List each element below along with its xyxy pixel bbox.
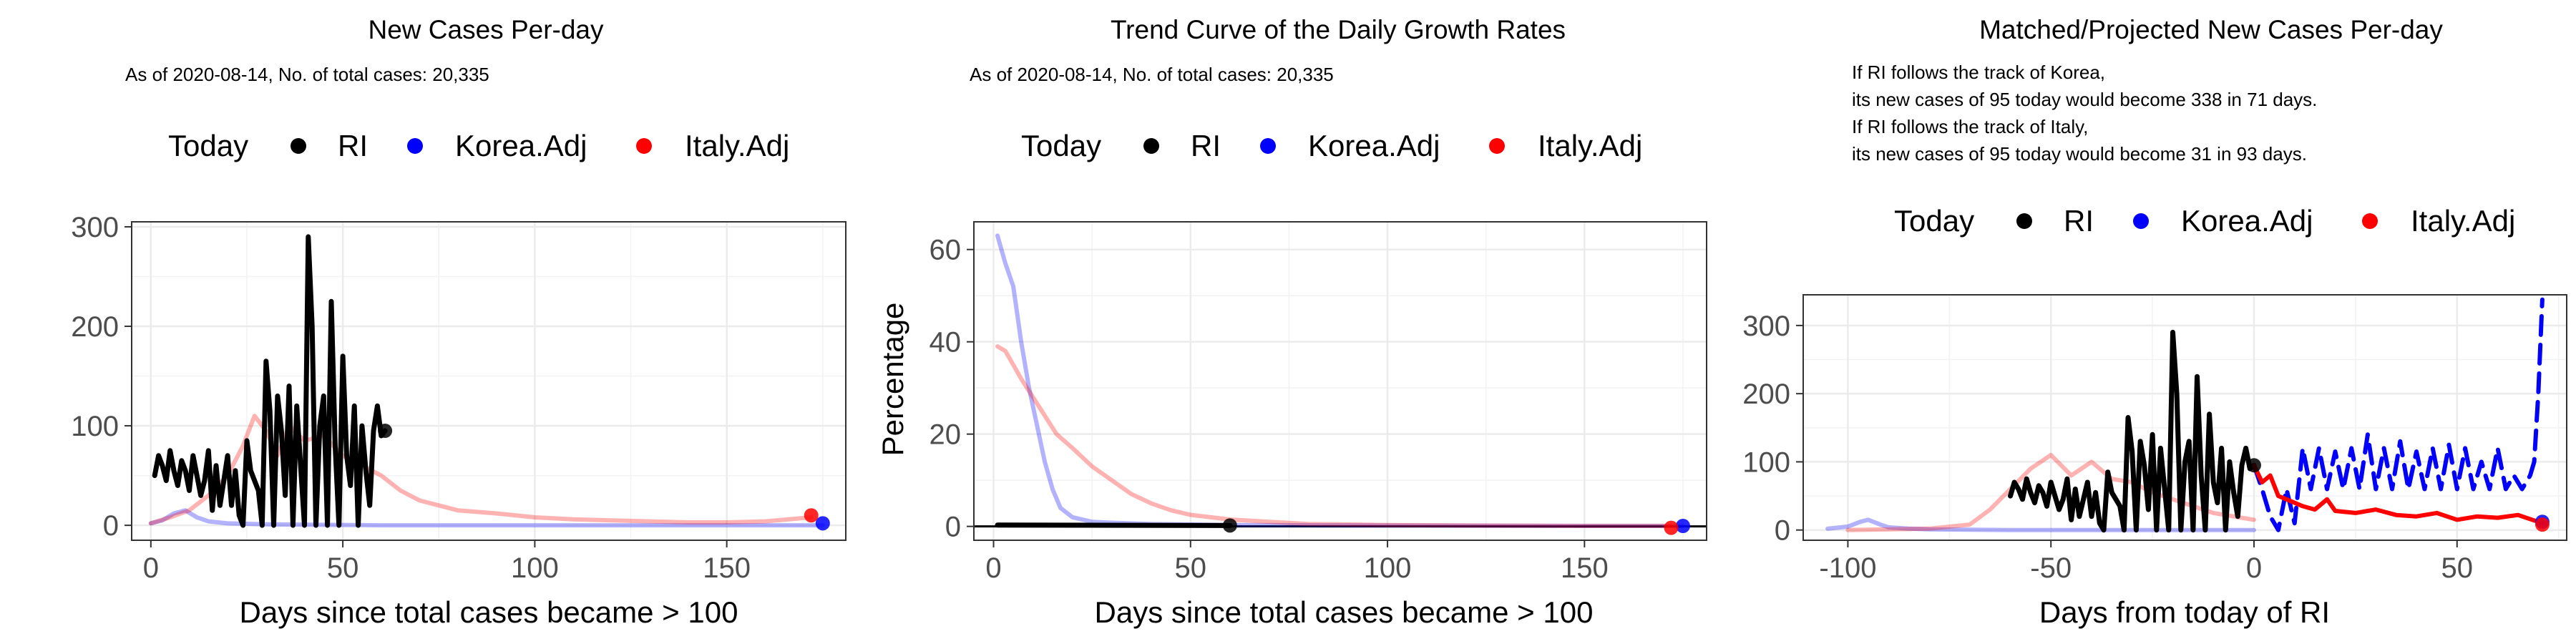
series-line-korea-adj-matched (1825, 517, 2256, 532)
y-tick-label: 60 (930, 235, 962, 266)
panel-3-subtitle-line-3: If RI follows the track of Italy, (1852, 116, 2088, 137)
today-point-korea-adj (1675, 519, 1690, 534)
panel-2-y-axis-title: Percentage (876, 303, 909, 457)
panel-1-title: New Cases Per-day (368, 15, 604, 44)
x-tick-label: 150 (1561, 552, 1609, 584)
y-tick-label: 300 (1742, 311, 1790, 342)
panel-growth-rates: Trend Curve of the Daily Growth Rates As… (876, 15, 1707, 629)
panel-3-x-axis-title: Days from today of RI (2039, 595, 2330, 629)
series-line-ri (2008, 329, 2257, 533)
series-line-italy-adj (995, 344, 1674, 528)
today-point-italy-adj (2534, 517, 2550, 532)
series-line-korea-adj (148, 508, 825, 528)
panel-2-tick-labels: 0 50 100 150 0 20 40 60 (930, 235, 1609, 584)
legend-label-italy: Italy.Adj (685, 129, 789, 162)
legend-title: Today (1021, 129, 1101, 162)
series-line-italy-adj-matched (1845, 452, 2256, 532)
panel-2-subtitle: As of 2020-08-14, No. of total cases: 20… (970, 64, 1334, 85)
panel-1-legend: Today RI Korea.Adj Italy.Adj (168, 129, 789, 162)
x-tick-label: 50 (2441, 552, 2474, 584)
legend-title: Today (168, 129, 248, 162)
legend-key-ri (291, 138, 306, 154)
x-tick-label: 50 (1175, 552, 1207, 584)
y-tick-label: 100 (71, 411, 119, 442)
panel-1-plot-area (148, 234, 830, 531)
panel-2-border (973, 221, 1707, 541)
series-line-korea-adj (995, 233, 1685, 528)
panel-3-plot-area (1825, 297, 2550, 533)
panel-1-grid (132, 222, 846, 540)
panel-new-cases: New Cases Per-day As of 2020-08-14, No. … (71, 15, 847, 629)
panel-3-border (1802, 294, 2567, 541)
legend-key-ri (1143, 138, 1159, 154)
panel-background (974, 222, 1707, 540)
panel-2-x-axis-title: Days since total cases became > 100 (1095, 595, 1594, 629)
legend-label-ri: RI (1191, 129, 1221, 162)
y-tick-label: 200 (71, 311, 119, 343)
legend-key-ri (2016, 213, 2032, 229)
y-tick-label: 0 (945, 512, 961, 543)
today-point-ri (378, 424, 393, 439)
panel-2-legend: Today RI Korea.Adj Italy.Adj (1021, 129, 1642, 162)
legend-label-italy: Italy.Adj (1538, 129, 1642, 162)
panel-1-x-axis-title: Days since total cases became > 100 (240, 595, 738, 629)
legend-label-korea: Korea.Adj (2181, 204, 2313, 238)
series-line-ri (152, 234, 388, 528)
series-line-italy-adj-projected (2252, 463, 2545, 526)
legend-key-italy (1489, 138, 1505, 154)
x-tick-label: -100 (1819, 552, 1876, 584)
legend-key-korea (2133, 213, 2149, 229)
series-line-ri (995, 522, 1233, 528)
today-point-italy-adj (1664, 520, 1679, 535)
panel-3-legend: Today RI Korea.Adj Italy.Adj (1894, 204, 2515, 238)
legend-label-ri: RI (2064, 204, 2094, 238)
y-tick-label: 40 (930, 327, 962, 358)
panel-1-subtitle: As of 2020-08-14, No. of total cases: 20… (125, 64, 489, 85)
x-tick-label: -50 (2030, 552, 2072, 584)
legend-title: Today (1894, 204, 1974, 238)
panel-2-grid (974, 222, 1707, 540)
x-tick-label: 0 (985, 552, 1001, 584)
panel-1-border (131, 221, 847, 541)
legend-key-korea (407, 138, 423, 154)
y-tick-label: 20 (930, 419, 962, 451)
x-tick-label: 0 (2246, 552, 2262, 584)
legend-label-korea: Korea.Adj (1308, 129, 1440, 162)
legend-label-italy: Italy.Adj (2411, 204, 2515, 238)
legend-key-italy (636, 138, 652, 154)
panel-2-plot-area (974, 233, 1707, 535)
panel-3-subtitle-line-1: If RI follows the track of Korea, (1852, 62, 2105, 83)
today-point-korea-adj (815, 516, 830, 531)
x-tick-label: 100 (511, 552, 559, 584)
panel-3-subtitle-line-4: its new cases of 95 today would become 3… (1852, 143, 2307, 165)
y-tick-label: 0 (103, 510, 119, 542)
panel-projected: Matched/Projected New Cases Per-day If R… (1742, 15, 2567, 629)
x-tick-label: 50 (327, 552, 359, 584)
y-tick-label: 300 (71, 212, 119, 243)
panel-1-tick-labels: 0 50 100 150 0 100 200 300 (71, 212, 751, 584)
today-point-italy-adj (804, 508, 819, 523)
series-line-korea-adj-projected (2252, 297, 2545, 532)
panel-3-tick-labels: -100 -50 0 50 0 100 200 300 (1742, 311, 2473, 584)
panel-2-title: Trend Curve of the Daily Growth Rates (1111, 15, 1566, 44)
y-tick-label: 100 (1742, 447, 1790, 478)
today-point-ri (1222, 518, 1237, 533)
panel-3-title: Matched/Projected New Cases Per-day (1979, 15, 2443, 44)
legend-key-korea (1260, 138, 1276, 154)
legend-key-italy (2362, 213, 2378, 229)
x-tick-label: 0 (143, 552, 159, 584)
y-tick-label: 0 (1775, 515, 1790, 547)
y-tick-label: 200 (1742, 379, 1790, 410)
legend-label-ri: RI (338, 129, 368, 162)
panel-3-subtitle-line-2: its new cases of 95 today would become 3… (1852, 89, 2317, 110)
today-point-ri (2246, 458, 2261, 473)
x-tick-label: 100 (1364, 552, 1412, 584)
x-tick-label: 150 (703, 552, 751, 584)
legend-label-korea: Korea.Adj (455, 129, 587, 162)
